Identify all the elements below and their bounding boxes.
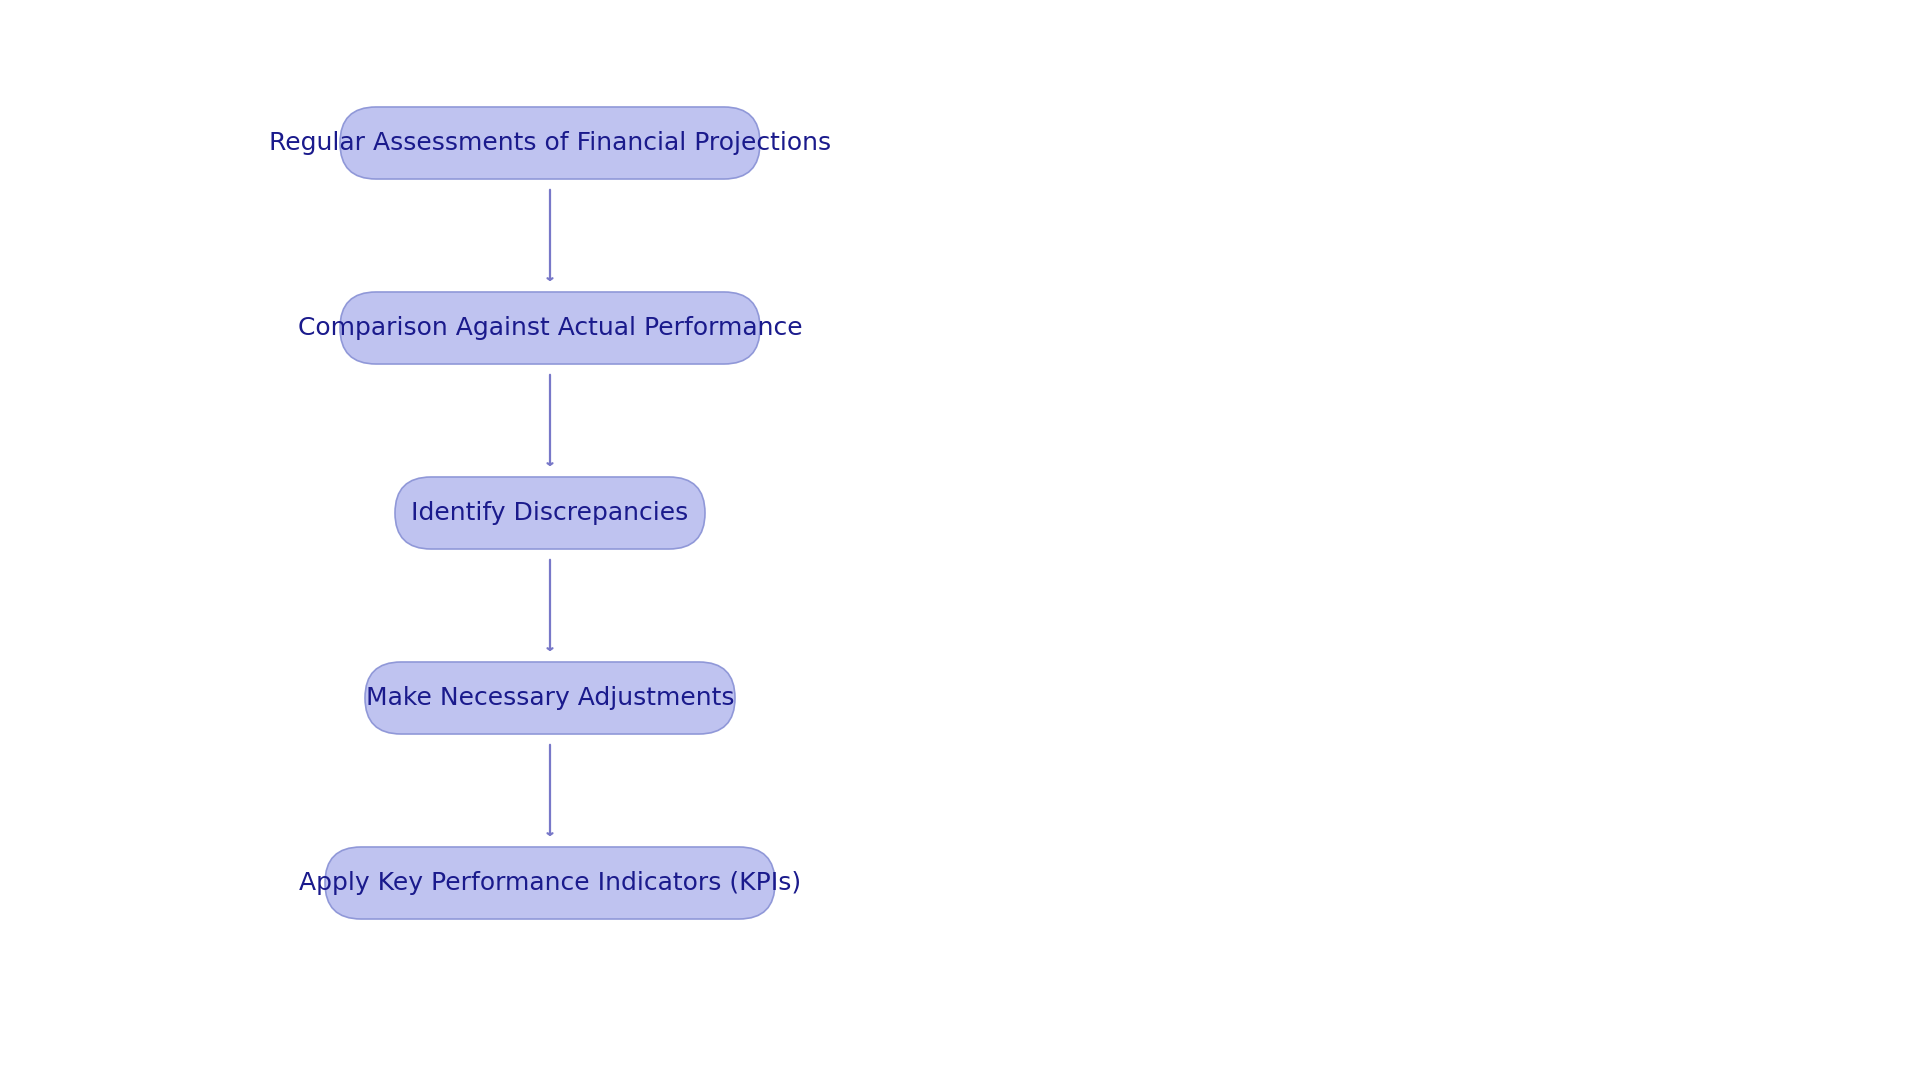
Text: Apply Key Performance Indicators (KPIs): Apply Key Performance Indicators (KPIs) (300, 871, 801, 895)
FancyBboxPatch shape (324, 847, 776, 919)
Text: Identify Discrepancies: Identify Discrepancies (411, 501, 689, 525)
FancyBboxPatch shape (340, 107, 760, 179)
FancyBboxPatch shape (396, 477, 705, 549)
Text: Comparison Against Actual Performance: Comparison Against Actual Performance (298, 316, 803, 340)
FancyBboxPatch shape (340, 292, 760, 364)
FancyBboxPatch shape (365, 662, 735, 734)
Text: Regular Assessments of Financial Projections: Regular Assessments of Financial Project… (269, 131, 831, 155)
Text: Make Necessary Adjustments: Make Necessary Adjustments (365, 686, 733, 710)
